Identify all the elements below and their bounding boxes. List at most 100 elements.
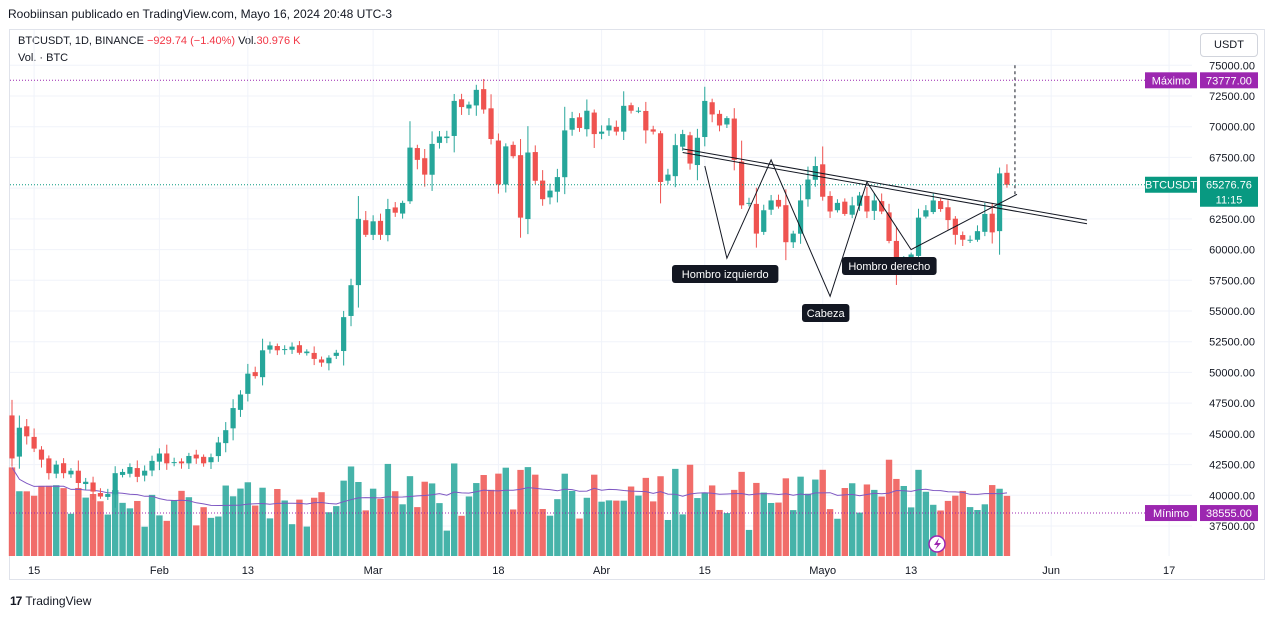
candle-body (392, 207, 398, 213)
hs-pattern: Hombro izquierdo Cabeza Hombro derecho (672, 65, 1088, 322)
volume-bars (8, 459, 1011, 556)
candle (348, 278, 354, 327)
candle (790, 230, 796, 249)
annotation-head-text: Cabeza (807, 308, 846, 320)
candle (296, 341, 303, 355)
candle-body (820, 164, 826, 197)
volume-bar (369, 488, 377, 556)
candle (849, 196, 855, 219)
candle (326, 355, 332, 371)
candle-body (989, 213, 995, 233)
candle (952, 216, 958, 245)
volume-bar (620, 500, 627, 556)
volume-bar (148, 494, 156, 556)
candle (304, 349, 310, 356)
candle (458, 93, 465, 115)
footer[interactable]: 17 TradingView (10, 594, 91, 608)
candle-body (119, 471, 126, 475)
candle (584, 99, 590, 137)
candle (731, 108, 737, 171)
volume-bar (996, 488, 1003, 556)
candle (886, 203, 892, 244)
price-labels: Máximo 73777.00 BTCUSDT 65276.76 11:15 Mínimo… (928, 72, 1258, 553)
candle-body (407, 147, 413, 202)
candle-body (429, 143, 435, 175)
volume-bar (907, 507, 915, 556)
volume-bar (694, 498, 701, 556)
volume-bar (591, 474, 598, 556)
volume-bar (340, 480, 347, 556)
volume-bar (296, 499, 303, 556)
candle (119, 468, 126, 478)
candle-body (178, 461, 185, 464)
candle-body (893, 240, 899, 271)
candle (871, 193, 877, 221)
candle (333, 349, 339, 359)
volume-bar (915, 469, 922, 556)
candle (318, 356, 325, 367)
volume-bar (215, 516, 222, 556)
candle (739, 140, 745, 209)
candle (775, 194, 782, 209)
x-tick-label: 13 (905, 565, 917, 577)
candle (517, 139, 524, 238)
volume-bar (170, 500, 178, 556)
volume-bar (760, 492, 767, 556)
volume-bar (288, 524, 296, 556)
currency-button[interactable]: USDT (1200, 33, 1258, 57)
candle-body (790, 233, 796, 243)
volume-bar (495, 473, 502, 556)
candle-body (237, 394, 244, 410)
candle-body (923, 210, 929, 217)
volume-bar (421, 481, 428, 556)
volume-bar (38, 485, 45, 556)
candle (9, 399, 15, 467)
time-axis: 15 Feb 13 Mar 18 Abr 15 Mayo 13 Jun 17 (28, 565, 1175, 577)
candle-body (436, 136, 443, 143)
candle-body (864, 195, 870, 212)
volume-bar (163, 520, 170, 556)
candle-body (46, 458, 52, 474)
volume-bar (237, 488, 244, 556)
candle (650, 125, 656, 135)
volume-bar (281, 500, 288, 556)
y-tick-label: 52500.00 (1209, 337, 1255, 349)
volume-bar (473, 483, 480, 556)
candle (230, 399, 236, 441)
volume-bar (318, 492, 325, 556)
volume-bar (222, 485, 229, 556)
candle-body (834, 202, 841, 211)
candle (665, 168, 671, 185)
candle-body (326, 357, 332, 364)
candle-body (444, 136, 450, 139)
volume-legend[interactable]: Vol. · BTC (18, 52, 69, 64)
candle (466, 101, 472, 116)
volume-bar (863, 484, 871, 556)
candle-body (363, 220, 369, 235)
x-tick-label: 13 (242, 565, 254, 577)
x-tick-label: 17 (1163, 565, 1175, 577)
volume-bar (259, 487, 266, 556)
symbol-legend[interactable]: BTCUSDT, 1D, BINANCE −929.74 (−1.40%) Vo… (18, 35, 301, 47)
candle (156, 448, 162, 471)
volume-bar (598, 501, 605, 556)
volume-bar (871, 489, 878, 556)
publication-header: Roobiinsan publicado en TradingView.com,… (8, 7, 393, 21)
volume-bar (974, 510, 981, 556)
candle-body (982, 213, 988, 232)
candle-body (112, 473, 118, 495)
tradingview-logo-icon: 17 (10, 594, 22, 608)
candle-body (967, 239, 973, 241)
candle (31, 428, 37, 453)
candle-body (517, 155, 524, 218)
candle-body (348, 285, 354, 316)
volume-bar (134, 500, 141, 556)
candle-body (753, 203, 759, 234)
annotation-right-shoulder: Hombro derecho (842, 257, 937, 275)
volume-bar (561, 473, 568, 556)
candle (495, 133, 502, 194)
x-tick-label: Jun (1042, 565, 1060, 577)
volume-bar (384, 463, 392, 556)
candle-body (591, 112, 597, 135)
